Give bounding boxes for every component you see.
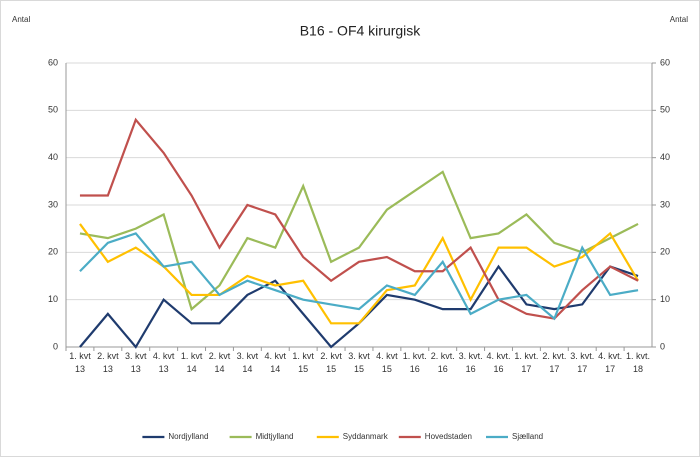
legend-label: Sjælland bbox=[512, 432, 543, 441]
y-tick-label: 0 bbox=[53, 341, 58, 351]
series-line bbox=[79, 223, 639, 325]
x-tick-label: 1. kvt. 16 bbox=[403, 351, 427, 374]
x-tick-label: 4. kvt 15 bbox=[376, 351, 398, 374]
y2-tick-label: 0 bbox=[660, 341, 665, 351]
x-tick-label: 1. kvt 14 bbox=[181, 351, 203, 374]
y2-tick-label: 40 bbox=[660, 152, 670, 162]
x-tick-label: 3. kvt 15 bbox=[348, 351, 370, 374]
series-line bbox=[79, 232, 639, 321]
x-tick-label: 3. kvt 13 bbox=[125, 351, 147, 374]
x-tick-label: 2. kvt 14 bbox=[209, 351, 231, 374]
legend-label: Midtjylland bbox=[256, 432, 294, 441]
x-tick-label: 1. kvt. 18 bbox=[626, 351, 650, 374]
y2-tick-label: 20 bbox=[660, 247, 670, 257]
y2-tick-label: 60 bbox=[660, 57, 670, 67]
x-tick-label: 2. kvt. 16 bbox=[431, 351, 455, 374]
x-tick-label: 4. kvt. 16 bbox=[487, 351, 511, 374]
x-tick-label: 2. kvt. 17 bbox=[542, 351, 566, 374]
x-tick-label: 4. kvt 13 bbox=[153, 351, 175, 374]
y-tick-label: 60 bbox=[48, 57, 58, 67]
x-tick-label: 1. kvt 15 bbox=[292, 351, 314, 374]
y-tick-label: 30 bbox=[48, 199, 58, 209]
x-tick-label: 2. kvt 15 bbox=[320, 351, 342, 374]
legend-label: Syddanmark bbox=[343, 432, 389, 441]
x-tick-label: 3. kvt 14 bbox=[237, 351, 259, 374]
legend-label: Nordjylland bbox=[168, 432, 208, 441]
x-tick-label: 1. kvt 13 bbox=[69, 351, 91, 374]
x-tick-label: 4. kvt. 17 bbox=[598, 351, 622, 374]
legend-label: Hovedstaden bbox=[425, 432, 472, 441]
y2-tick-label: 30 bbox=[660, 199, 670, 209]
chart-title: B16 - OF4 kirurgisk bbox=[300, 23, 422, 39]
series-line bbox=[79, 170, 639, 312]
x-tick-label: 3. kvt. 16 bbox=[459, 351, 483, 374]
y-tick-label: 10 bbox=[48, 294, 58, 304]
x-tick-label: 2. kvt 13 bbox=[97, 351, 119, 374]
series-line bbox=[79, 117, 639, 320]
y-tick-label: 20 bbox=[48, 247, 58, 257]
x-tick-label: 3. kvt. 17 bbox=[570, 351, 594, 374]
y2-axis-label: Antal bbox=[670, 15, 688, 24]
x-tick-label: 1. kvt. 17 bbox=[514, 351, 538, 374]
x-tick-label: 4. kvt 14 bbox=[265, 351, 287, 374]
y-tick-label: 50 bbox=[48, 105, 58, 115]
y2-tick-label: 50 bbox=[660, 105, 670, 115]
y2-tick-label: 10 bbox=[660, 294, 670, 304]
y-axis-label: Antal bbox=[12, 15, 30, 24]
y-tick-label: 40 bbox=[48, 152, 58, 162]
